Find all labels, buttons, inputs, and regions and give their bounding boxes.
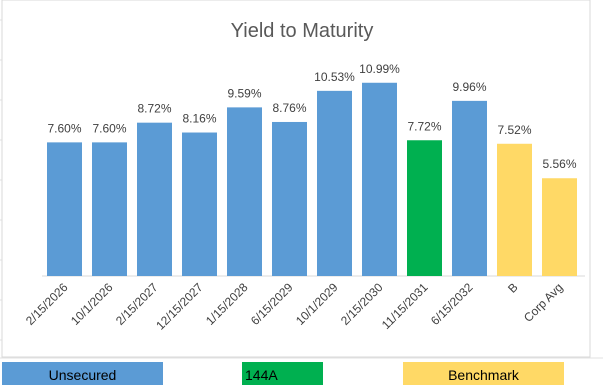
data-label: 8.76% bbox=[272, 101, 306, 115]
legend-label: Unsecured bbox=[49, 367, 117, 383]
data-label: 10.53% bbox=[314, 70, 355, 84]
legend-swatch bbox=[2, 362, 163, 385]
data-label: 9.96% bbox=[452, 80, 486, 94]
legend-swatch bbox=[242, 362, 323, 385]
chart-title: Yield to Maturity bbox=[231, 20, 374, 42]
bar bbox=[137, 122, 172, 276]
bar bbox=[317, 90, 352, 276]
bar bbox=[362, 82, 397, 277]
sheet-grid bbox=[0, 19, 603, 359]
data-label: 8.72% bbox=[137, 102, 171, 116]
legend-label: Benchmark bbox=[448, 367, 520, 383]
bar bbox=[407, 140, 442, 276]
bar bbox=[92, 142, 127, 276]
bar bbox=[497, 143, 532, 276]
bar bbox=[47, 142, 82, 276]
data-label: 9.59% bbox=[227, 86, 261, 100]
data-label: 7.72% bbox=[407, 119, 441, 133]
bar bbox=[272, 121, 307, 276]
bar bbox=[542, 178, 577, 276]
data-label: 10.99% bbox=[359, 62, 400, 76]
bar bbox=[452, 100, 487, 277]
data-label: 7.60% bbox=[92, 121, 126, 135]
data-label: 5.56% bbox=[542, 157, 576, 171]
data-label: 7.52% bbox=[497, 123, 531, 137]
bar bbox=[182, 132, 217, 276]
legend-swatch bbox=[403, 362, 564, 385]
data-label: 7.60% bbox=[47, 121, 81, 135]
data-label: 8.16% bbox=[182, 112, 216, 126]
bar bbox=[227, 107, 262, 277]
legend-label: 144A bbox=[245, 367, 278, 383]
